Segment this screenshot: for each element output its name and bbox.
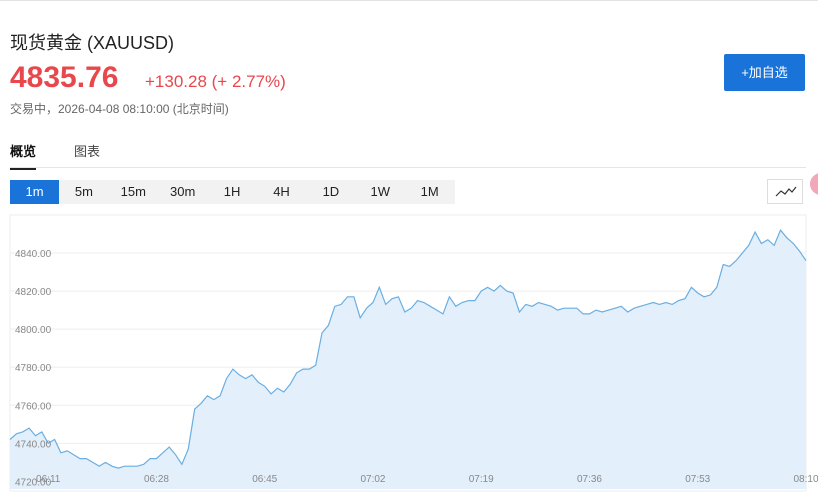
area-fill xyxy=(10,230,806,489)
y-tick-label: 4720.00 xyxy=(15,477,52,488)
tab[interactable]: 图表 xyxy=(74,144,101,159)
timeframe-button[interactable]: 1M xyxy=(420,184,439,199)
price: 4835.76 xyxy=(10,61,119,94)
y-tick-label: 4740.00 xyxy=(15,439,52,450)
x-tick-label: 07:02 xyxy=(360,474,385,485)
y-tick-label: 4760.00 xyxy=(15,401,52,412)
trading-status: 交易中，2026-04-08 08:10:00 (北京时间) xyxy=(10,102,229,116)
timeframe-button[interactable]: 5m xyxy=(74,184,93,199)
timeframe-button[interactable]: 1D xyxy=(322,184,340,199)
instrument-name: 现货黄金 (XAUUSD) xyxy=(10,33,175,53)
tab[interactable]: 概览 xyxy=(10,141,37,170)
timeframe-button[interactable]: 1W xyxy=(370,184,391,199)
y-tick-label: 4820.00 xyxy=(15,287,52,298)
y-tick-label: 4800.00 xyxy=(15,325,52,336)
x-tick-label: 08:10 xyxy=(793,474,818,485)
timeframe-bar xyxy=(10,180,455,204)
timeframe-button[interactable]: 1m xyxy=(10,180,59,204)
y-tick-label: 4780.00 xyxy=(15,363,52,374)
price-change: +130.28 (+ 2.77%) xyxy=(145,72,286,91)
x-tick-label: 07:19 xyxy=(469,474,494,485)
timeframe-button[interactable]: 15m xyxy=(120,184,146,199)
y-tick-label: 4840.00 xyxy=(15,249,52,260)
x-tick-label: 07:36 xyxy=(577,474,602,485)
chart-icon xyxy=(775,186,797,197)
timeframe-button[interactable]: 4H xyxy=(273,184,290,199)
add-watchlist-button[interactable]: +加自选 xyxy=(724,54,805,91)
separator xyxy=(10,167,806,168)
chart-type-button[interactable] xyxy=(767,179,803,204)
timeframe-button[interactable]: 1H xyxy=(223,184,241,199)
x-tick-label: 07:53 xyxy=(685,474,710,485)
price-line xyxy=(9,229,807,469)
timeframe-button[interactable]: 30m xyxy=(170,184,196,199)
x-tick-label: 06:28 xyxy=(144,474,169,485)
x-tick-label: 06:11 xyxy=(36,474,61,485)
x-tick-label: 06:45 xyxy=(252,474,277,485)
float-button[interactable] xyxy=(810,173,818,195)
